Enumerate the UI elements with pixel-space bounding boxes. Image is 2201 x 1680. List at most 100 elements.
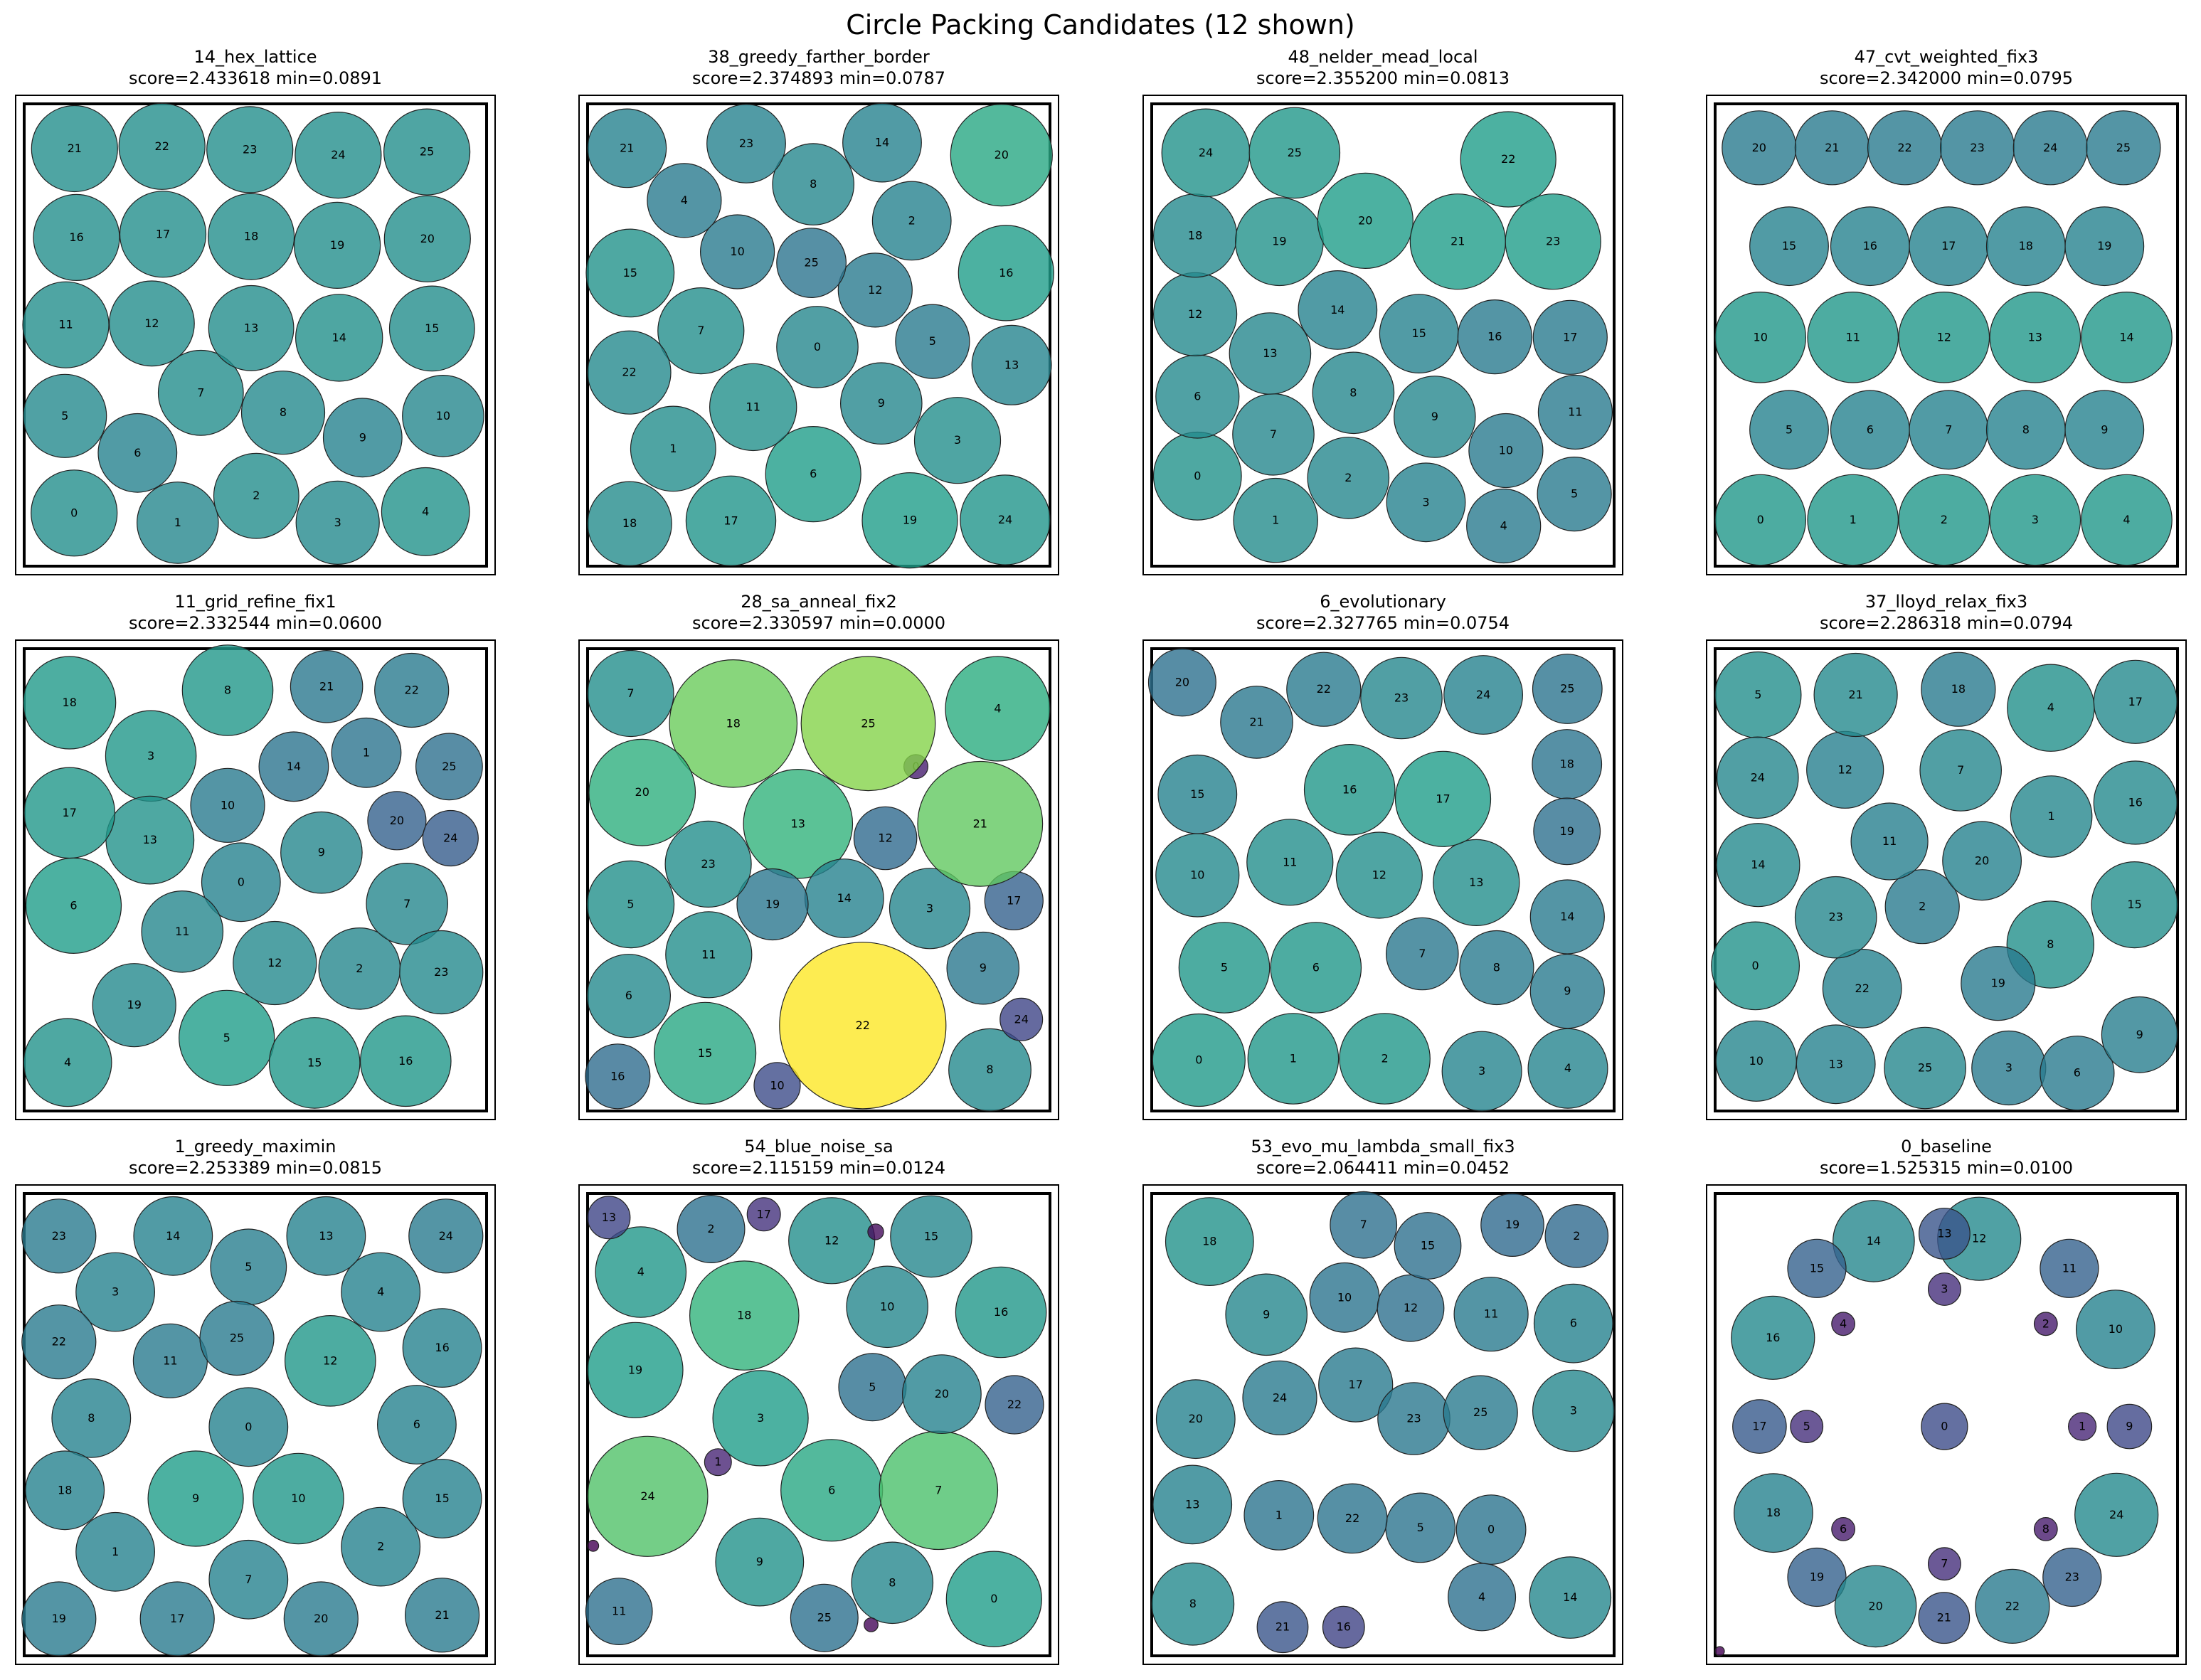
circle-12 [788,1197,876,1285]
circle-12 [108,280,195,367]
circle-22 [374,652,450,728]
circle-label: 24 [2043,141,2057,154]
circle-11 [1537,374,1613,450]
circle-label: 12 [323,1354,337,1367]
circle-13 [971,324,1052,405]
circle-11 [141,890,224,973]
circle-14 [1529,1556,1612,1639]
circle-label: 0 [245,1420,252,1433]
circle-23 [664,820,752,908]
circle-label: 10 [1337,1290,1352,1304]
circle-label: 6 [413,1418,420,1431]
circle-4 [1448,1563,1517,1632]
circle-label: 3 [147,749,154,762]
circle-label: 5 [1803,1420,1810,1433]
circle-label: 25 [861,716,875,730]
circle-12 [1335,831,1423,919]
circle-12 [1898,291,1990,383]
circle-25 [1443,1375,1518,1450]
circle-label: 12 [1404,1301,1418,1314]
circle-6 [1533,1283,1613,1363]
circle-label: 1 [1850,513,1857,526]
circle-16 [585,1043,651,1110]
circle-20 [283,1581,359,1657]
circle-label: 16 [435,1341,449,1354]
circle-14 [1716,823,1800,908]
unit-square-border [23,647,488,1112]
circle-label: 3 [954,433,961,447]
circle-8 [851,1541,934,1625]
circle-label: 10 [880,1299,894,1313]
circle-3 [889,868,971,950]
circle-label: 7 [1945,422,1952,436]
unit-square-border [586,1192,1051,1657]
circle-label: 12 [878,831,892,845]
circle-label: 5 [1417,1521,1424,1534]
circle-label: 9 [318,846,325,859]
circle-label: 12 [1972,1232,1986,1245]
circle-label: 12 [144,317,159,330]
circle-label: 12 [824,1233,839,1247]
circle-15 [268,1017,361,1109]
circle-1 [704,1448,732,1477]
circle-label: 10 [1499,444,1513,457]
circle-18 [1733,1473,1813,1553]
circle-20 [588,738,696,846]
circle-label: 20 [1358,213,1372,227]
circle-label: 11 [701,947,716,961]
circle-25 [1248,107,1341,199]
circle-20 [1834,1565,1917,1648]
circle-label: 24 [998,513,1012,526]
circle-15 [2091,861,2178,949]
circle-label: 3 [112,1285,119,1299]
circle-label: 7 [1270,427,1277,441]
circle-label: 25 [2116,141,2131,154]
circle-21 [1918,1592,1971,1644]
circle-label: 12 [1188,307,1202,321]
circle-label: 6 [1570,1317,1577,1330]
circle-6 [377,1385,457,1464]
circle-19 [1533,797,1601,866]
circle-label: 14 [1867,1234,1881,1248]
circle-label: 10 [2109,1322,2123,1336]
circle-label: 3 [2032,513,2039,526]
circle-label: 19 [903,514,917,527]
circle-label: 3 [1570,1404,1577,1418]
circle-label: 10 [1749,1054,1764,1068]
circle-label: 13 [1004,358,1019,371]
circle-3 [1532,1369,1615,1452]
circle-6 [2040,1036,2115,1111]
circle-label: 13 [244,321,258,334]
circle-label: 2 [356,962,363,975]
circle-label: 4 [1478,1590,1485,1603]
circle-label: 8 [1189,1597,1197,1610]
circle-label: 23 [1394,691,1409,705]
circle-label: 6 [70,898,77,912]
circle-label: 11 [2062,1261,2077,1275]
circle-19 [861,472,958,569]
circle-label: 7 [935,1483,942,1496]
circle-23 [21,1198,97,1274]
circle-2 [341,1506,421,1587]
circle-label: 13 [1829,1057,1843,1070]
circle-23 [864,1617,879,1632]
circle-label: 22 [155,139,169,153]
circle-label: 4 [2047,701,2054,714]
circle-label: 25 [1473,1405,1487,1419]
circle-label: 16 [1863,239,1877,252]
circle-19 [21,1581,97,1657]
circle-label: 1 [1290,1052,1297,1065]
circle-8 [1151,1562,1235,1646]
circle-1 [1807,474,1899,566]
circle-3 [712,1370,809,1467]
panel-title: 28_sa_anneal_fix2 [741,592,897,612]
circle-21 [290,649,364,723]
circle-label: 6 [625,989,632,1002]
circle-8 [948,1028,1031,1112]
circle-14 [258,731,329,802]
circle-13 [1796,1024,1876,1105]
circle-23 [1360,656,1443,740]
